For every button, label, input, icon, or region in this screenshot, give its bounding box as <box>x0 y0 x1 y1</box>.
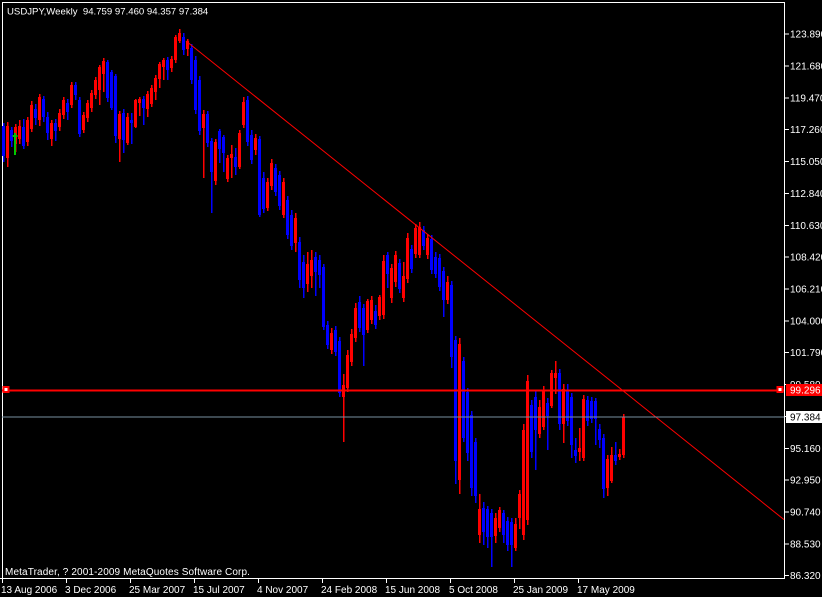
svg-text:119.470: 119.470 <box>790 93 822 104</box>
svg-text:86.320: 86.320 <box>790 571 821 582</box>
svg-text:92.950: 92.950 <box>790 476 821 487</box>
svg-text:108.420: 108.420 <box>790 253 822 264</box>
svg-text:88.530: 88.530 <box>790 539 821 550</box>
svg-text:USDJPY,Weekly 94.759 97.460 9: USDJPY,Weekly 94.759 97.460 94.357 97.38… <box>7 7 209 18</box>
svg-text:MetaTrader, ? 2001-2009 MetaQu: MetaTrader, ? 2001-2009 MetaQuotes Softw… <box>5 567 250 578</box>
svg-text:104.000: 104.000 <box>790 316 822 327</box>
svg-text:97.384: 97.384 <box>790 413 821 424</box>
svg-text:121.680: 121.680 <box>790 62 822 73</box>
svg-text:115.050: 115.050 <box>790 157 822 168</box>
svg-text:3 Dec 2006: 3 Dec 2006 <box>65 585 117 596</box>
svg-text:5 Oct 2008: 5 Oct 2008 <box>449 585 498 596</box>
svg-text:17 May 2009: 17 May 2009 <box>577 585 635 596</box>
svg-text:13 Aug 2006: 13 Aug 2006 <box>1 585 58 596</box>
svg-text:112.840: 112.840 <box>790 189 822 200</box>
svg-text:90.740: 90.740 <box>790 508 821 519</box>
svg-text:95.160: 95.160 <box>790 444 821 455</box>
svg-text:4 Nov 2007: 4 Nov 2007 <box>257 585 309 596</box>
svg-text:106.210: 106.210 <box>790 285 822 296</box>
svg-text:15 Jul 2007: 15 Jul 2007 <box>193 585 245 596</box>
svg-text:24 Feb 2008: 24 Feb 2008 <box>321 585 378 596</box>
svg-text:99.296: 99.296 <box>790 386 821 397</box>
svg-text:25 Jan 2009: 25 Jan 2009 <box>513 585 568 596</box>
svg-text:117.260: 117.260 <box>790 125 822 136</box>
svg-text:15 Jun 2008: 15 Jun 2008 <box>385 585 440 596</box>
svg-text:123.890: 123.890 <box>790 30 822 41</box>
svg-text:110.630: 110.630 <box>790 221 822 232</box>
svg-text:25 Mar 2007: 25 Mar 2007 <box>129 585 186 596</box>
svg-text:101.790: 101.790 <box>790 348 822 359</box>
